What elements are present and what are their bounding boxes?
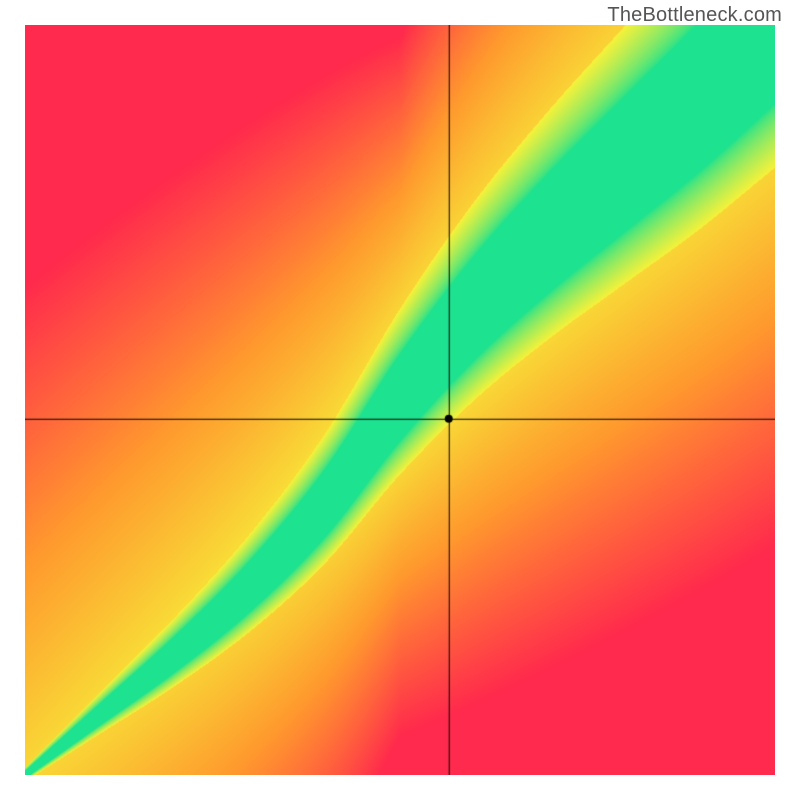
chart-container: TheBottleneck.com [0,0,800,800]
bottleneck-heatmap [25,25,775,775]
watermark-text: TheBottleneck.com [607,4,782,27]
